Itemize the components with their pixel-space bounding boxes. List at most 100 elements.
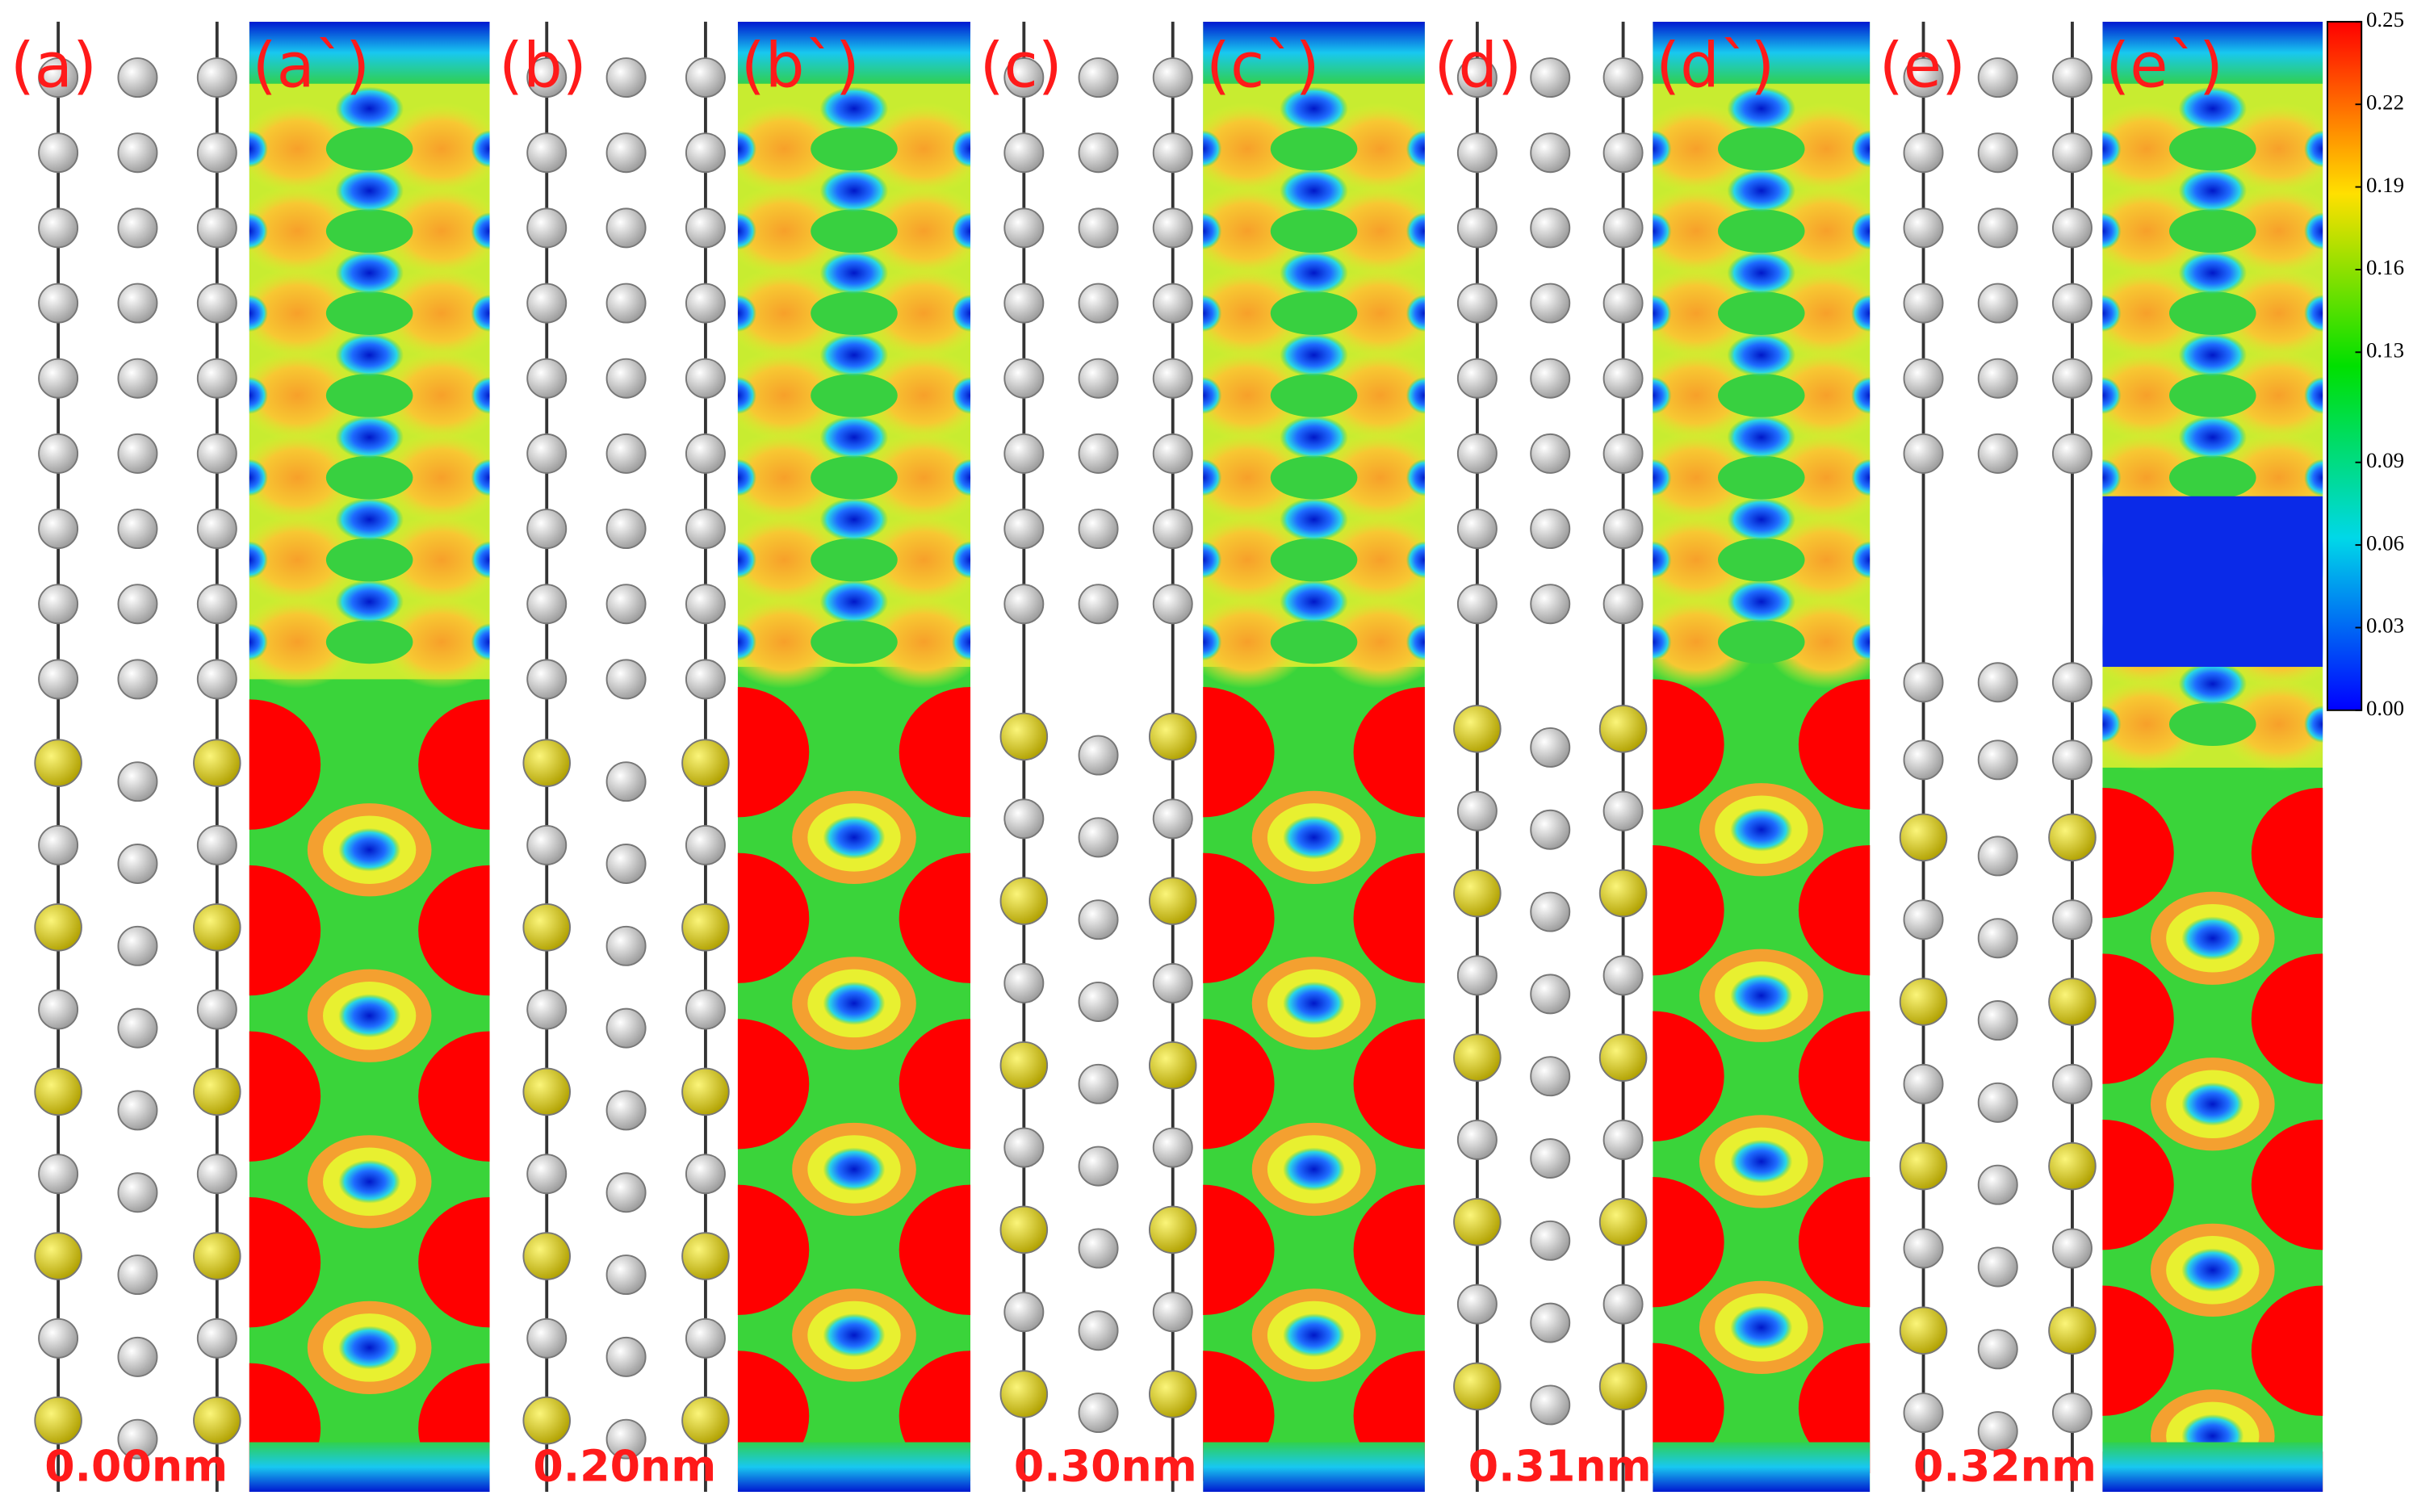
atom — [196, 132, 237, 174]
atom — [526, 132, 568, 174]
orange-lobe — [1203, 431, 1309, 525]
orange-lobe — [1203, 349, 1309, 442]
atom — [1530, 891, 1571, 932]
edge-pocket — [2304, 706, 2323, 743]
edge-pocket — [471, 623, 490, 661]
atom — [1078, 817, 1119, 858]
blue-pocket — [2178, 86, 2248, 131]
orange-lobe — [1203, 102, 1309, 196]
metal-atom — [681, 739, 730, 787]
atom — [1602, 790, 1644, 831]
green-pocket — [1270, 620, 1358, 664]
edge-pocket — [471, 295, 490, 333]
red-lobe-right — [1353, 1019, 1425, 1150]
blue-pocket — [335, 497, 404, 542]
atom — [117, 207, 158, 249]
orange-lobe — [861, 513, 971, 607]
orange-lobe — [249, 349, 360, 442]
edge-pocket — [952, 130, 971, 168]
red-lobe-right — [418, 1031, 490, 1162]
metal-atom — [193, 903, 241, 952]
atom — [1602, 509, 1644, 550]
orange-lobe — [1653, 431, 1758, 525]
orange-lobe — [737, 266, 847, 360]
red-lobe-right — [2251, 1285, 2323, 1416]
metal-atom — [1453, 1362, 1502, 1411]
atom — [1456, 1284, 1498, 1325]
colorbar-tick-label: 0.16 — [2366, 255, 2404, 279]
atom — [605, 659, 647, 700]
orange-lobe — [1764, 595, 1871, 689]
atom — [526, 509, 568, 550]
atom — [1530, 1302, 1571, 1343]
red-lobe-right — [2251, 1120, 2323, 1250]
atom — [1078, 735, 1119, 776]
density-panel — [2102, 21, 2323, 1493]
blue-pocket — [1280, 497, 1348, 542]
metal-atom — [1453, 1033, 1502, 1082]
edge-pocket — [2304, 376, 2323, 414]
atom — [1456, 509, 1498, 550]
blue-pocket — [1730, 1139, 1793, 1183]
metal-atom — [999, 1041, 1049, 1090]
structure-panel: (e) 0.32nm — [1879, 21, 2097, 1493]
blue-pocket — [338, 827, 401, 872]
metal-atom — [34, 1067, 82, 1116]
green-pocket — [2169, 373, 2256, 417]
green-pocket — [811, 538, 898, 582]
atom — [117, 433, 158, 474]
metal-atom — [193, 1232, 241, 1280]
atom — [1602, 1119, 1644, 1160]
atom — [526, 283, 568, 324]
metal-atom — [34, 1232, 82, 1280]
atom — [1152, 207, 1193, 249]
green-pocket — [2169, 127, 2256, 171]
colorbar-tick-label: 0.25 — [2366, 7, 2404, 31]
atom — [685, 433, 726, 474]
atom — [1152, 358, 1193, 399]
atom — [1977, 918, 2018, 959]
top-edge — [1203, 21, 1425, 84]
blue-pocket — [335, 251, 404, 295]
vacuum-gap — [2102, 496, 2323, 668]
atom — [2051, 1228, 2093, 1269]
metal-atom — [522, 903, 572, 952]
atom — [2051, 132, 2093, 174]
green-pocket — [1270, 455, 1358, 500]
atom — [2051, 57, 2093, 98]
atom — [1977, 57, 2018, 98]
atom — [38, 57, 79, 98]
orange-lobe — [2216, 349, 2323, 442]
atom — [196, 207, 237, 249]
metal-atom — [1598, 705, 1648, 753]
atom — [1456, 955, 1498, 996]
atom — [1903, 57, 1944, 98]
orange-lobe — [1653, 266, 1758, 360]
edge-pocket — [471, 376, 490, 414]
blue-pocket — [819, 251, 889, 295]
atom — [38, 659, 79, 700]
red-lobe-left — [2102, 1120, 2174, 1250]
atom — [1152, 509, 1193, 550]
edge-pocket — [737, 212, 756, 250]
metal-atom — [1148, 1370, 1197, 1418]
green-pocket — [1717, 620, 1805, 664]
orange-lobe — [379, 349, 490, 442]
edge-pocket — [1653, 623, 1672, 661]
metal-atom — [999, 712, 1049, 761]
red-lobe-left — [2102, 1285, 2174, 1416]
atom — [1530, 1138, 1571, 1179]
green-pocket — [2169, 291, 2256, 335]
metal-atom — [999, 1370, 1049, 1418]
edge-pocket — [471, 212, 490, 250]
atom — [605, 1007, 647, 1049]
blue-pocket — [823, 1147, 886, 1192]
blue-pocket — [1280, 333, 1348, 377]
atom — [605, 1172, 647, 1213]
green-pocket — [811, 209, 898, 253]
atom — [38, 509, 79, 550]
atom — [1456, 584, 1498, 625]
orange-lobe — [737, 513, 847, 607]
